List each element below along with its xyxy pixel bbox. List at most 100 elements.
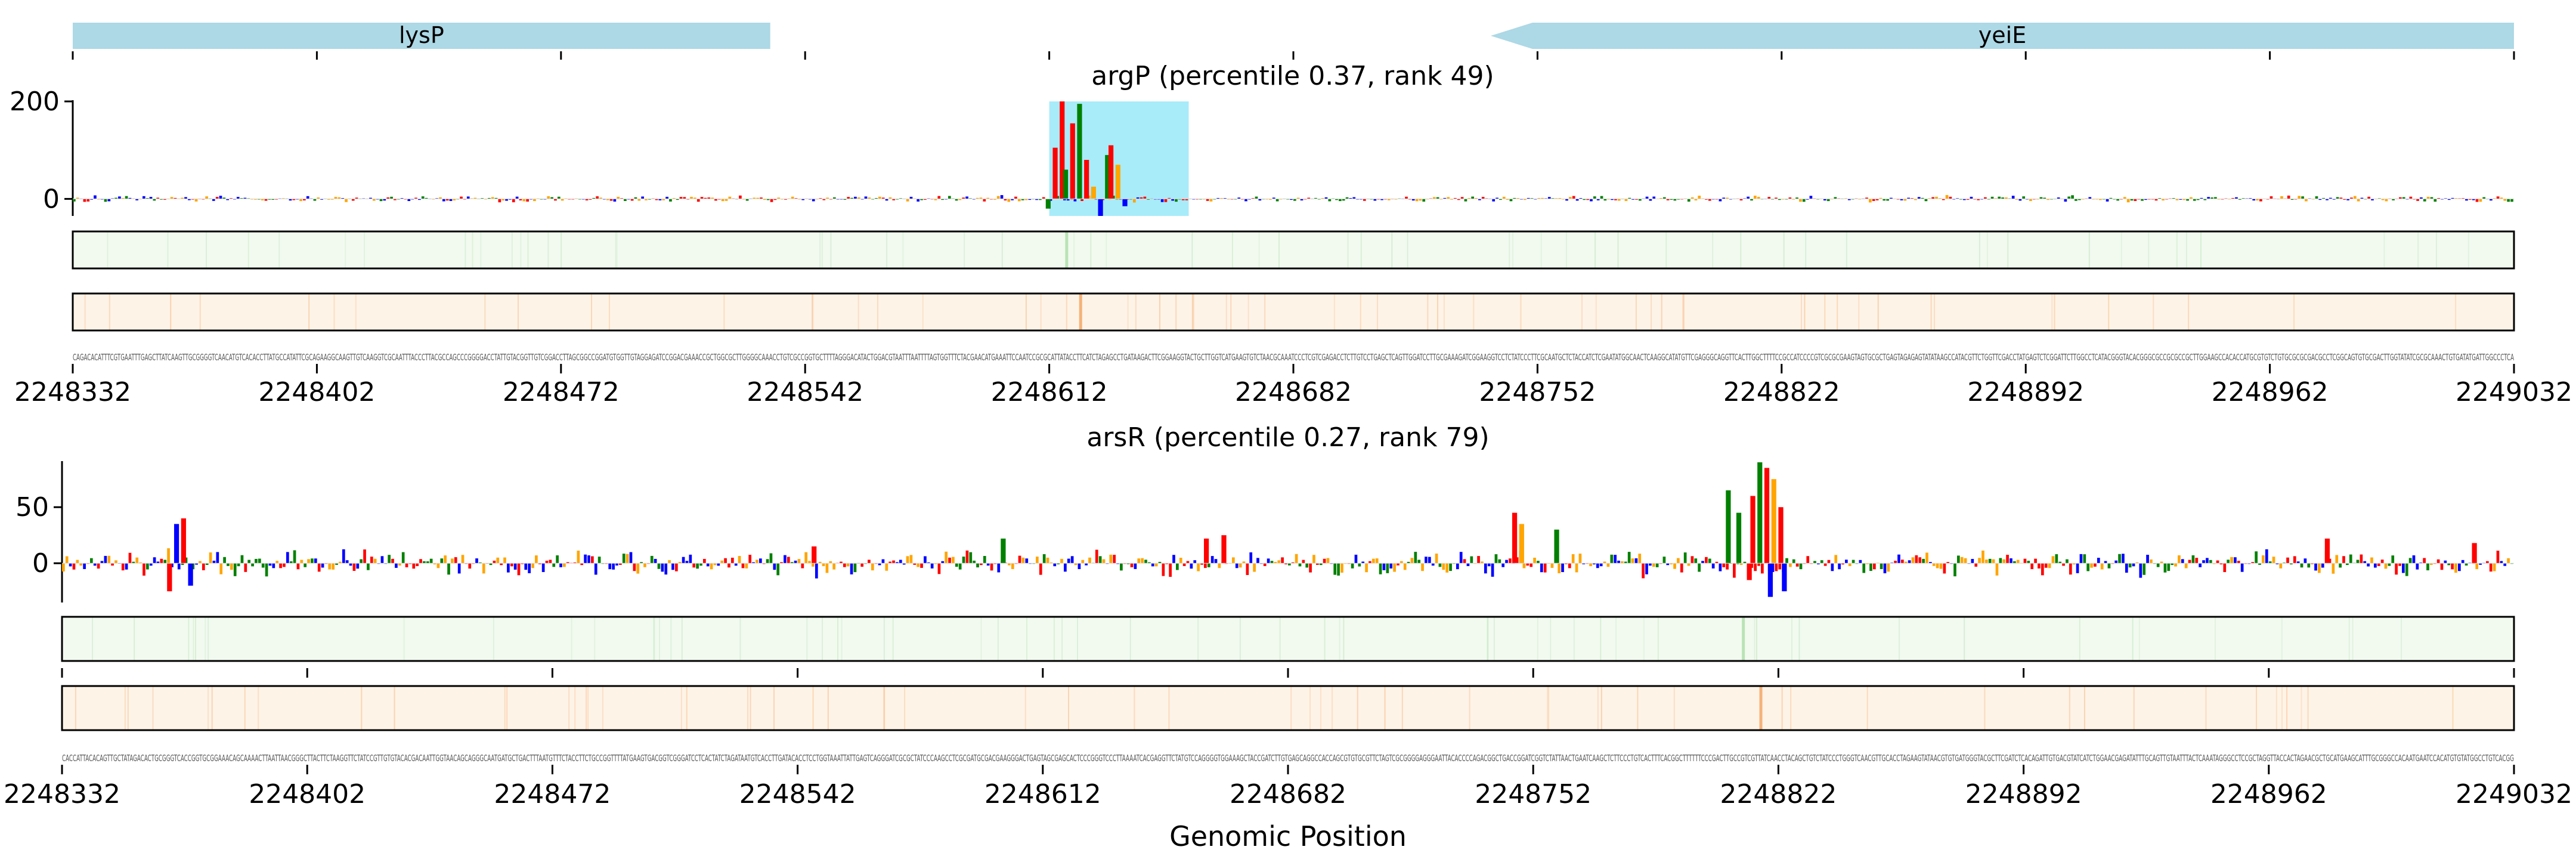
logo-letter (2336, 197, 2339, 199)
logo-letter (1251, 198, 1255, 199)
logo-letter (643, 563, 646, 567)
gene-yeiE: yeiE (1491, 22, 2514, 49)
logo-letter (665, 196, 668, 199)
logo-letter (1558, 197, 1562, 199)
logo-letter (541, 563, 545, 572)
logo-peak (181, 518, 186, 564)
logo-letter (937, 563, 941, 574)
logo-letter (418, 199, 421, 200)
logo-letter (2311, 563, 2314, 564)
logo-letter (1506, 199, 1509, 200)
logo-letter (965, 550, 969, 564)
logo-letter (902, 563, 906, 565)
logo-letter (1339, 199, 1342, 202)
gene-lysP: lysP (73, 22, 770, 49)
logo-letter (230, 198, 233, 199)
logo-letter (191, 563, 195, 570)
logo-letter (2223, 563, 2227, 573)
logo-letter (1405, 196, 1408, 199)
logo-letter (522, 199, 526, 202)
logo-letter (587, 555, 590, 564)
logo-letter (1417, 560, 1421, 564)
logo-letter (335, 563, 338, 565)
logo-letter (1978, 558, 1981, 564)
logo-letter (149, 197, 153, 199)
logo-letter (1302, 560, 1305, 564)
logo-letter (2461, 560, 2464, 564)
logo-letter (1844, 198, 1847, 199)
logo-letter (1296, 197, 1300, 199)
logo-letter (407, 199, 411, 202)
panel-title: argP (percentile 0.37, rank 49) (1091, 61, 1494, 91)
logo-letter (1719, 199, 1722, 202)
logo-letter (1363, 199, 1366, 201)
logo-peak (1764, 468, 1770, 564)
logo-letter (1799, 199, 1802, 202)
logo-letter (2190, 197, 2193, 199)
logo-letter (230, 563, 233, 570)
logo-letter (1631, 558, 1634, 564)
logo-letter (1698, 196, 1701, 199)
logo-letter (577, 551, 580, 564)
logo-letter (645, 199, 648, 200)
logo-letter (1435, 554, 1438, 564)
logo-letter (1442, 563, 1445, 570)
logo-letter (2043, 197, 2046, 199)
logo-letter (825, 563, 829, 573)
logo-letter (714, 199, 717, 201)
logo-letter (930, 563, 934, 568)
logo-letter (566, 562, 569, 564)
logo-letter (1917, 197, 1921, 199)
logo-peak (1221, 535, 1227, 564)
logo-peak (1782, 563, 1787, 592)
sequence-logo (73, 101, 2514, 216)
logo-letter (135, 199, 138, 200)
logo-letter (2479, 199, 2482, 202)
logo-letter (591, 556, 594, 564)
logo-letter (195, 563, 198, 565)
logo-letter (868, 197, 871, 199)
logo-letter (419, 559, 422, 564)
logo-letter (255, 558, 258, 564)
logo-letter (2315, 196, 2318, 199)
logo-letter (1206, 199, 1209, 201)
logo-letter (885, 199, 888, 201)
logo-letter (1593, 196, 1596, 199)
logo-letter (721, 199, 724, 202)
logo-letter (594, 563, 597, 575)
logo-letter (1120, 563, 1123, 571)
arsr-panel: arsR (percentile 0.27, rank 79) 0 50 CACC… (4, 422, 2572, 852)
logo-letter (268, 563, 272, 566)
track-bg (62, 686, 2514, 730)
logo-letter (2210, 197, 2213, 199)
logo-letter (1761, 563, 1764, 574)
logo-letter (2329, 197, 2332, 199)
logo-letter (669, 199, 672, 202)
logo-letter (2465, 199, 2468, 201)
logo-letter (1053, 563, 1057, 567)
logo-letter (871, 563, 874, 571)
logo-letter (717, 563, 720, 566)
logo-letter (1140, 197, 1143, 199)
logo-letter (794, 560, 797, 564)
logo-letter (1042, 554, 1046, 564)
logo-letter (1414, 552, 1417, 564)
logo-letter (293, 550, 296, 564)
logo-letter (1501, 563, 1505, 567)
logo-letter (1596, 199, 1600, 200)
logo-letter (2114, 560, 2118, 564)
logo-letter (724, 199, 728, 201)
logo-letter (2444, 560, 2447, 564)
panel-title: arsR (percentile 0.27, rank 79) (1086, 422, 1489, 453)
logo-letter (2241, 198, 2245, 199)
x-tick-label: 2248752 (1479, 377, 1596, 407)
logo-letter (423, 561, 426, 564)
logo-letter (1172, 555, 1175, 564)
logo-peak (1778, 507, 1784, 564)
logo-letter (453, 199, 456, 200)
logo-letter (153, 199, 156, 201)
logo-letter (630, 199, 634, 201)
logo-letter (153, 557, 156, 564)
logo-letter (958, 563, 962, 570)
logo-letter (104, 199, 107, 202)
